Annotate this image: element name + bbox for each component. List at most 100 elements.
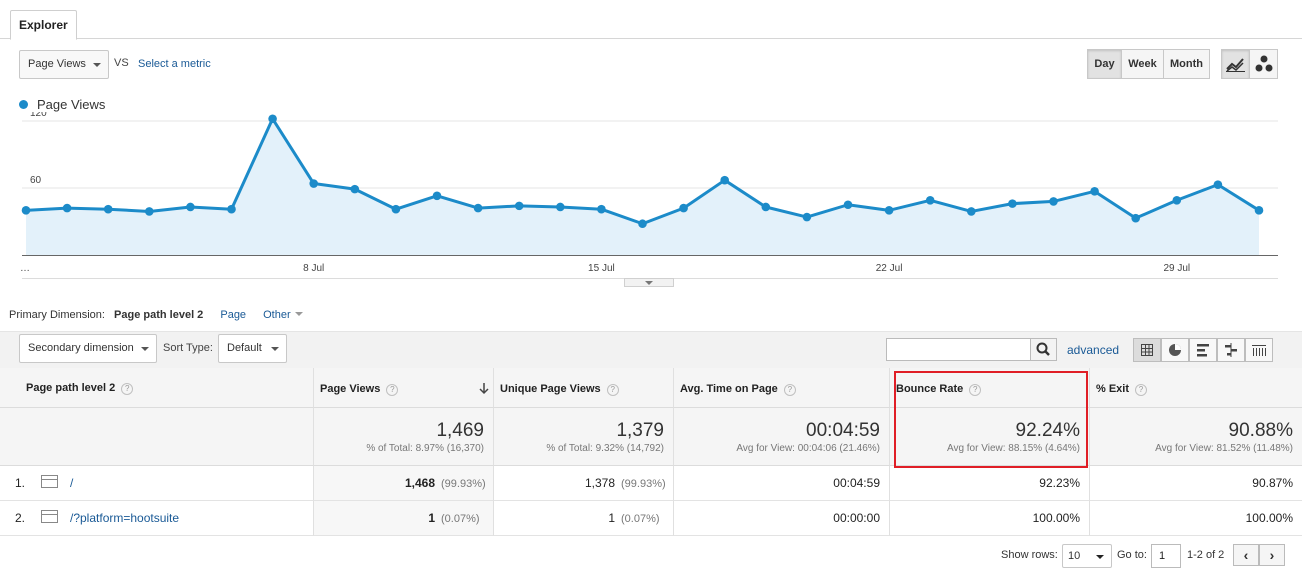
cell-value: 1,378 [584,476,615,490]
chevron-down-icon [93,63,101,67]
day-button[interactable]: Day [1087,49,1122,79]
page-views-chart: 120 60 … 8 Jul 15 Jul 22 Jul 29 Jul [20,112,1278,287]
next-page-button[interactable]: › [1259,544,1285,566]
sort-type-value: Default [227,342,262,354]
data-point [1008,199,1017,208]
help-icon[interactable]: ? [386,384,399,396]
x-tick-label: 29 Jul [1163,263,1190,274]
data-point [802,212,812,222]
header-page-views[interactable]: Page Views? [314,368,494,408]
row-avg-time-on-page: 00:04:59 [674,466,890,501]
total-value: 92.24% [1015,420,1080,441]
tab-explorer[interactable]: Explorer [10,10,77,40]
table-row: 2. /?platform=hootsuite [0,501,314,536]
search-icon [1036,342,1050,356]
bar-chart-icon [1197,344,1209,357]
row-page-path-link[interactable]: /?platform=hootsuite [70,511,180,525]
pie-view-button[interactable] [1161,338,1189,362]
motion-chart-button[interactable] [1249,49,1278,79]
data-point [1090,187,1099,196]
dimension-page-path-level-2[interactable]: Page path level 2 [114,309,204,321]
secondary-dimension-label: Secondary dimension [28,342,134,354]
data-point [1254,206,1264,215]
header-exit[interactable]: % Exit? [1090,368,1302,408]
header-bounce-rate[interactable]: Bounce Rate? [890,368,1090,408]
pivot-view-button[interactable] [1245,338,1273,362]
data-point [145,207,154,216]
chevron-down-icon [645,281,653,285]
select-metric-link[interactable]: Select a metric [138,58,211,70]
x-tick-label: 8 Jul [303,263,324,274]
cell-percent: (0.07%) [621,513,660,525]
page-preview-icon[interactable] [41,510,58,523]
pivot-table-icon [1252,345,1266,356]
row-exit: 100.00% [1090,501,1302,536]
data-point [679,203,688,213]
y-tick-label: 120 [30,112,47,119]
data-table-view-button[interactable] [1133,338,1161,362]
line-chart-icon [1225,58,1245,72]
metric-select[interactable]: Page Views [19,50,109,79]
performance-view-button[interactable] [1189,338,1217,362]
totals-row-label-cell [0,408,314,466]
x-tick-label: … [20,263,30,274]
header-avg-time-on-page[interactable]: Avg. Time on Page? [674,368,890,408]
table-search-input[interactable] [886,338,1031,361]
total-unique-page-views: 1,379 % of Total: 9.32% (14,792) [494,408,674,466]
bounce-rate-highlight [894,371,1088,468]
sort-arrow-down-icon [479,383,489,395]
data-point [967,207,976,216]
data-point [227,204,236,214]
help-icon[interactable]: ? [783,384,796,396]
data-point [186,202,195,212]
dimension-page[interactable]: Page [220,309,247,321]
help-icon[interactable]: ? [1135,384,1148,396]
search-button[interactable] [1030,338,1057,361]
line-chart-button[interactable] [1221,49,1250,79]
chart-legend: Page Views [19,97,105,112]
header-unique-page-views-label: Unique Page Views [500,383,601,395]
tab-bar: Explorer [0,0,1302,40]
data-point [432,191,442,201]
chevron-left-icon: ‹ [1243,547,1249,563]
cell-value: 1,468 [404,476,435,490]
data-point [720,175,729,185]
sort-type-label: Sort Type: [163,342,213,354]
total-subtext: % of Total: 9.32% (14,792) [546,443,664,454]
data-point [638,219,647,229]
x-tick-label: 15 Jul [588,263,615,274]
chevron-down-icon [294,312,303,316]
total-page-views: 1,469 % of Total: 8.97% (16,370) [314,408,494,466]
total-value: 1,469 [436,420,484,441]
sort-type-select[interactable]: Default [218,334,287,363]
total-exit: 90.88% Avg for View: 81.52% (11.48%) [1090,408,1302,466]
data-point [268,114,277,124]
header-unique-page-views[interactable]: Unique Page Views? [494,368,674,408]
header-page-path[interactable]: Page path level 2? [0,368,314,408]
legend-dot-icon [19,100,28,109]
previous-page-button[interactable]: ‹ [1233,544,1259,566]
total-subtext: Avg for View: 00:04:06 (21.46%) [736,443,880,454]
show-rows-value: 10 [1068,550,1081,562]
row-page-path-link[interactable]: / [70,476,74,490]
dimension-other[interactable]: Other [263,309,303,321]
comparison-view-button[interactable] [1217,338,1245,362]
primary-dimension-label: Primary Dimension: [9,309,105,321]
goto-input[interactable]: 1 [1151,544,1181,568]
help-icon[interactable]: ? [969,384,982,396]
header-avg-time-label: Avg. Time on Page [680,383,778,395]
week-button[interactable]: Week [1121,49,1164,79]
header-bounce-rate-label: Bounce Rate [896,383,964,395]
data-point [21,206,31,215]
help-icon[interactable]: ? [121,383,134,395]
row-exit: 90.87% [1090,466,1302,501]
month-button[interactable]: Month [1163,49,1210,79]
table-row: 1. / [0,466,314,501]
row-number: 1. [15,476,26,490]
advanced-filter-link[interactable]: advanced [1067,343,1120,357]
help-icon[interactable]: ? [606,384,619,396]
chevron-right-icon: › [1269,547,1275,563]
show-rows-select[interactable]: 10 [1062,544,1112,568]
page-preview-icon[interactable] [41,475,58,488]
secondary-dimension-select[interactable]: Secondary dimension [19,334,157,363]
